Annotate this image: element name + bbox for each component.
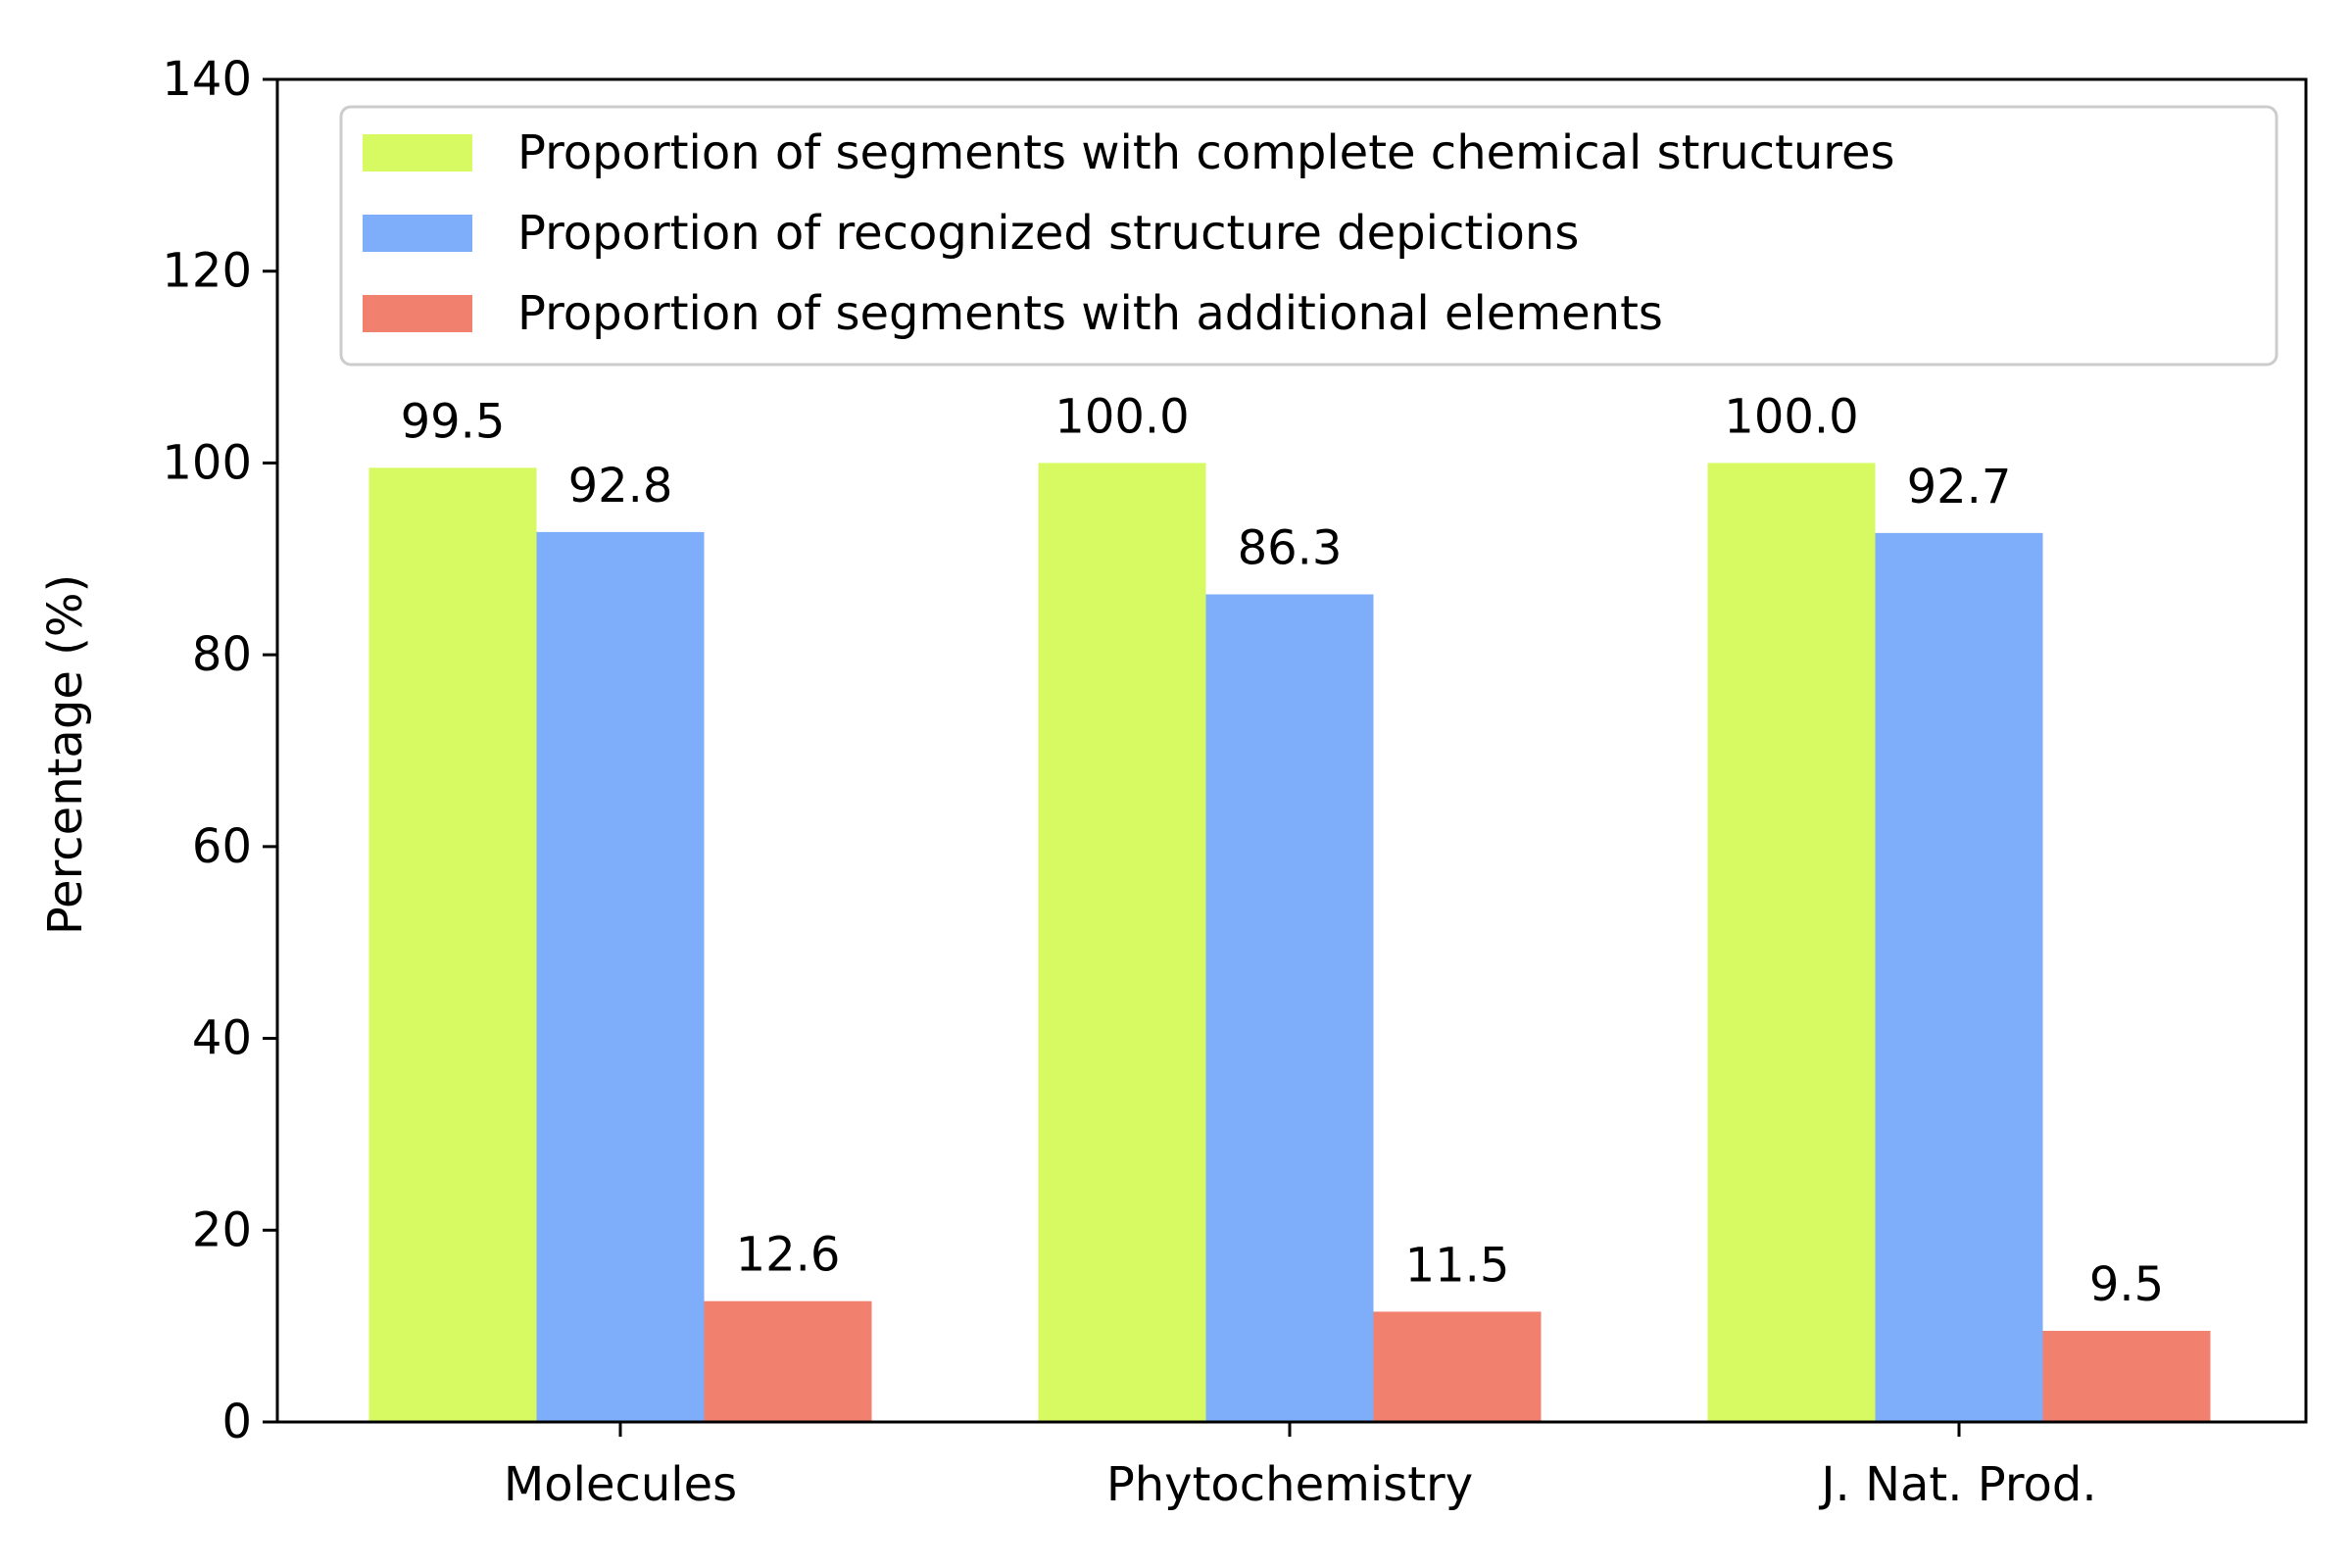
data-label: 92.7 — [1907, 460, 2012, 514]
data-labels-layer: 99.5 92.8 12.6 100.0 86.3 11.5 100.0 92.7 9.5 — [401, 389, 2165, 1312]
data-label: 86.3 — [1238, 520, 1343, 575]
y-tick-label: 40 — [192, 1011, 252, 1066]
legend-box — [339, 105, 2278, 367]
data-label: 9.5 — [2089, 1257, 2164, 1312]
y-tick-label: 100 — [162, 435, 252, 490]
data-label: 100.0 — [1724, 389, 1858, 444]
y-tick-label: 0 — [221, 1395, 252, 1449]
y-tick-label: 60 — [192, 819, 252, 874]
y-tick-label: 20 — [192, 1202, 252, 1257]
bar — [704, 1300, 872, 1422]
data-label: 99.5 — [401, 394, 506, 449]
y-axis-label: Percentage (%) — [38, 574, 93, 935]
bar — [1373, 1311, 1542, 1422]
data-label: 11.5 — [1405, 1238, 1510, 1293]
legend-label: Proportion of segments with additional e… — [517, 286, 1663, 341]
legend-swatch — [363, 134, 472, 172]
bar — [368, 467, 537, 1423]
legend-label: Proportion of recognized structure depic… — [517, 206, 1579, 261]
x-tick-label: Phytochemistry — [1106, 1457, 1473, 1512]
bars-layer — [368, 463, 2211, 1423]
data-label: 100.0 — [1054, 389, 1189, 444]
legend-swatch — [363, 295, 472, 332]
bar — [536, 531, 705, 1422]
x-tick-label: Molecules — [504, 1457, 737, 1512]
bar — [1038, 463, 1206, 1422]
bar — [1205, 594, 1374, 1422]
y-tick-label: 120 — [162, 244, 252, 299]
y-tick-label: 80 — [192, 627, 252, 682]
plot-frame — [275, 77, 2308, 1424]
x-tick-label: J. Nat. Prod. — [1818, 1457, 2096, 1512]
bar — [2042, 1331, 2211, 1422]
data-label: 12.6 — [736, 1228, 841, 1283]
axes-layer: 0 20 40 60 80 100 120 140 Molecules Phytochemistr… — [162, 52, 2308, 1512]
y-tick-label: 140 — [162, 52, 252, 107]
legend: Proportion of segments with complete che… — [339, 105, 2278, 367]
legend-label: Proportion of segments with complete che… — [517, 125, 1894, 180]
bar — [1875, 532, 2043, 1422]
data-label: 92.8 — [568, 459, 673, 514]
bar — [1707, 463, 1876, 1422]
legend-swatch — [363, 215, 472, 252]
